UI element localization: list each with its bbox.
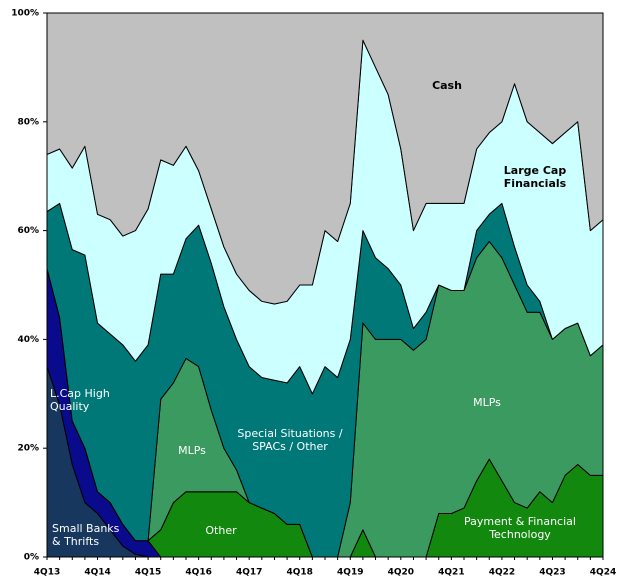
y-tick-label: 0% bbox=[24, 553, 39, 563]
x-tick-label: 4Q24 bbox=[590, 568, 616, 578]
x-tick-label: 4Q16 bbox=[185, 568, 211, 578]
x-tick-label: 4Q15 bbox=[135, 568, 161, 578]
area-label: L.Cap High Quality bbox=[50, 387, 110, 413]
y-tick-label: 20% bbox=[17, 444, 39, 454]
x-tick-label: 4Q22 bbox=[489, 568, 515, 578]
area-label: MLPs bbox=[473, 396, 501, 409]
y-tick-label: 80% bbox=[17, 117, 39, 127]
area-label: Other bbox=[205, 524, 237, 537]
x-tick-label: 4Q19 bbox=[337, 568, 363, 578]
area-label: Small Banks & Thrifts bbox=[52, 522, 120, 548]
x-tick-label: 4Q23 bbox=[539, 568, 565, 578]
x-tick-label: 4Q20 bbox=[388, 568, 414, 578]
x-tick-label: 4Q21 bbox=[438, 568, 464, 578]
area-label: Large Cap Financials bbox=[503, 164, 567, 190]
x-tick-label: 4Q13 bbox=[34, 568, 60, 578]
area-label: Special Situations / SPACs / Other bbox=[237, 427, 343, 453]
x-tick-label: 4Q14 bbox=[84, 568, 110, 578]
y-tick-label: 60% bbox=[17, 226, 39, 236]
area-label: Cash bbox=[432, 79, 462, 92]
area-label: Payment & Financial Technology bbox=[464, 515, 576, 541]
x-tick-label: 4Q17 bbox=[236, 568, 262, 578]
y-tick-label: 100% bbox=[11, 9, 39, 19]
area-label: MLPs bbox=[178, 444, 206, 457]
x-tick-label: 4Q18 bbox=[287, 568, 313, 578]
y-tick-label: 40% bbox=[17, 335, 39, 345]
